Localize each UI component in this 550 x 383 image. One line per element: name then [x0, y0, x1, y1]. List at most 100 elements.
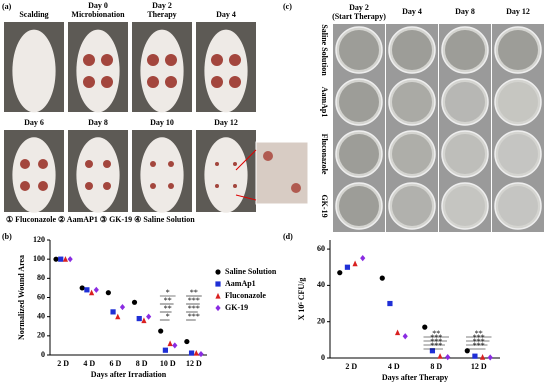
point	[79, 285, 85, 291]
significance: ***	[473, 341, 485, 350]
photo-title: Day 0	[88, 1, 108, 10]
point	[115, 313, 121, 320]
wound	[215, 162, 219, 166]
point	[387, 300, 393, 307]
row-label: Fluconazole	[320, 134, 329, 175]
x-tick-label: 8 D	[136, 359, 148, 368]
colonies	[392, 186, 432, 226]
wound	[103, 182, 111, 190]
x-axis-label: Days after Irradiation	[91, 370, 167, 379]
point	[172, 342, 178, 349]
point	[84, 287, 90, 293]
point	[472, 353, 478, 359]
plate	[441, 182, 489, 230]
zoom-line	[235, 194, 257, 201]
wound	[103, 160, 111, 168]
series	[360, 255, 493, 361]
wound	[215, 184, 219, 188]
series	[344, 264, 478, 359]
point	[215, 292, 221, 299]
photo-title: Day 10	[150, 118, 174, 127]
x-tick-label: 10 D	[160, 359, 176, 368]
wound	[291, 183, 301, 193]
plate	[441, 78, 489, 126]
significance: **	[164, 296, 172, 305]
column-title: Day 4	[402, 7, 422, 16]
significance: ***	[430, 337, 442, 346]
plate	[494, 182, 542, 230]
y-tick-label: 0	[41, 350, 45, 359]
point	[105, 290, 111, 296]
point	[110, 309, 116, 315]
point	[429, 348, 436, 354]
y-axis-label: Normalized Wound Area	[17, 255, 26, 340]
significance: ***	[473, 337, 485, 346]
plate	[441, 130, 489, 178]
point	[215, 304, 221, 312]
mouse	[204, 29, 248, 113]
series	[62, 256, 199, 356]
point	[215, 269, 221, 275]
colonies	[498, 30, 538, 70]
significance: **	[432, 329, 440, 338]
y-tick-label: 20	[37, 331, 45, 340]
significance: ***	[430, 341, 442, 350]
wound	[101, 76, 113, 88]
mouse	[76, 137, 120, 213]
x-tick-label: 4 D	[83, 359, 95, 368]
point	[162, 347, 168, 353]
photo-subtitle: Therapy	[147, 10, 176, 19]
y-tick-label: 20	[317, 317, 325, 326]
colonies	[392, 30, 432, 70]
point	[394, 329, 401, 336]
wound	[150, 183, 156, 189]
wound	[20, 159, 30, 169]
significance: **	[164, 304, 172, 313]
column-title: Day 8	[455, 7, 475, 16]
significance: **	[190, 288, 198, 297]
legend-label: Fluconazole	[225, 291, 266, 300]
significance: ***	[188, 296, 200, 305]
point	[352, 260, 358, 267]
point	[344, 264, 351, 270]
y-tick-label: 60	[37, 292, 45, 301]
series	[53, 256, 190, 345]
y-tick-label: 60	[317, 244, 325, 253]
wound	[83, 54, 95, 66]
panel-label: (c)	[283, 2, 292, 11]
panel-label: (a)	[2, 2, 12, 11]
significance: ***	[430, 333, 442, 342]
point	[119, 303, 126, 311]
colonies	[339, 82, 379, 122]
series	[58, 256, 195, 356]
x-tick-label: 12 D	[186, 359, 202, 368]
plate	[494, 130, 542, 178]
y-axis-label: X 10⁵ CFU/g	[297, 278, 306, 321]
point	[360, 255, 366, 262]
point	[136, 315, 142, 322]
legend-label: AamAp1	[225, 279, 256, 288]
point	[422, 324, 428, 330]
x-tick-label: 6 D	[110, 359, 122, 368]
point	[146, 313, 152, 320]
significance: ***	[188, 304, 200, 313]
x-axis-label: Days after Therapy	[382, 373, 448, 382]
point	[184, 338, 190, 345]
y-tick-label: 120	[33, 235, 45, 244]
point	[93, 286, 99, 293]
x-tick-label: 2 D	[345, 362, 357, 371]
wound	[38, 181, 48, 191]
photo-title: Day 6	[24, 118, 44, 127]
wound	[168, 161, 174, 167]
x-tick-label: 4 D	[388, 362, 400, 371]
point	[379, 275, 385, 281]
wound	[233, 184, 237, 188]
colonies	[339, 186, 379, 226]
wound	[165, 54, 177, 66]
significance: *	[166, 312, 170, 321]
point	[198, 350, 204, 358]
significance: ***	[473, 333, 485, 342]
point	[479, 353, 486, 360]
wound	[83, 76, 95, 88]
